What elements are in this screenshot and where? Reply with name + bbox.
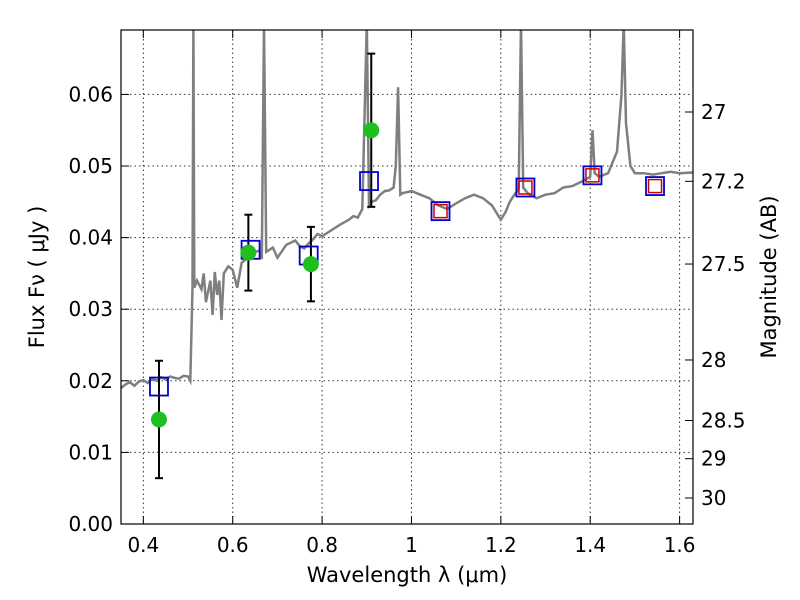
y-tick-label: 0.03: [68, 297, 113, 321]
x-axis-label: Wavelength λ (μm): [307, 563, 508, 587]
model-band-square: [430, 201, 451, 222]
plot-area: [121, 30, 693, 480]
plot-frame: [120, 29, 694, 525]
y-axis-label: Flux Fν ( μJy ): [25, 206, 49, 349]
y-tick-label: 0.05: [68, 154, 113, 178]
observed-point: [363, 122, 380, 139]
y-tick-labels: 0.00 0.01 0.02 0.03 0.04 0.05 0.06: [68, 82, 113, 536]
y2-tick-label: 27: [701, 100, 726, 124]
model-band-square-inner: [518, 180, 533, 195]
model-band-square-inner: [647, 178, 663, 194]
y-tick-label: 0.06: [68, 82, 113, 106]
x-tick-label: 0.8: [306, 533, 338, 557]
tick-marks: [121, 30, 693, 525]
model-band-square: [645, 176, 665, 196]
y-tick-label: 0.02: [68, 369, 113, 393]
x-tick-label: 0.4: [127, 533, 159, 557]
y-tick-label: 0.00: [68, 512, 113, 536]
y2-tick-label: 27.5: [701, 252, 746, 276]
y-tick-label: 0.04: [68, 226, 113, 250]
model-band-square: [515, 177, 536, 198]
y2-tick-label: 29: [701, 447, 726, 471]
y2-tick-labels: 27 27.2 27.5 28 28.5 29 30: [701, 100, 746, 510]
model-band-square: [582, 165, 603, 186]
x-tick-label: 1.4: [574, 533, 606, 557]
y2-tick-label: 28.5: [701, 409, 746, 433]
observed-point: [302, 256, 319, 273]
model-band-square: [149, 376, 169, 397]
x-tick-label: 1: [405, 533, 418, 557]
y2-axis-label: Magnitude (AB): [757, 195, 781, 358]
model-band-points: [149, 165, 665, 397]
x-tick-label: 1.2: [485, 533, 517, 557]
model-band-square: [359, 171, 379, 191]
y2-tick-label: 27.2: [701, 169, 746, 193]
x-tick-label: 0.6: [217, 533, 249, 557]
grid-lines: [121, 30, 693, 525]
model-spectrum-line: [121, 30, 693, 389]
observed-point: [150, 411, 167, 428]
y-tick-label: 0.01: [68, 440, 113, 464]
x-tick-labels: 0.4 0.6 0.8 1 1.2 1.4 1.6: [127, 533, 695, 557]
model-band-square-inner: [433, 203, 448, 219]
y2-tick-label: 30: [701, 486, 726, 510]
observed-points: [150, 122, 380, 428]
y2-tick-label: 28: [701, 348, 726, 372]
x-tick-label: 1.6: [664, 533, 696, 557]
observed-point: [240, 244, 257, 261]
model-band-square-inner: [585, 168, 600, 183]
